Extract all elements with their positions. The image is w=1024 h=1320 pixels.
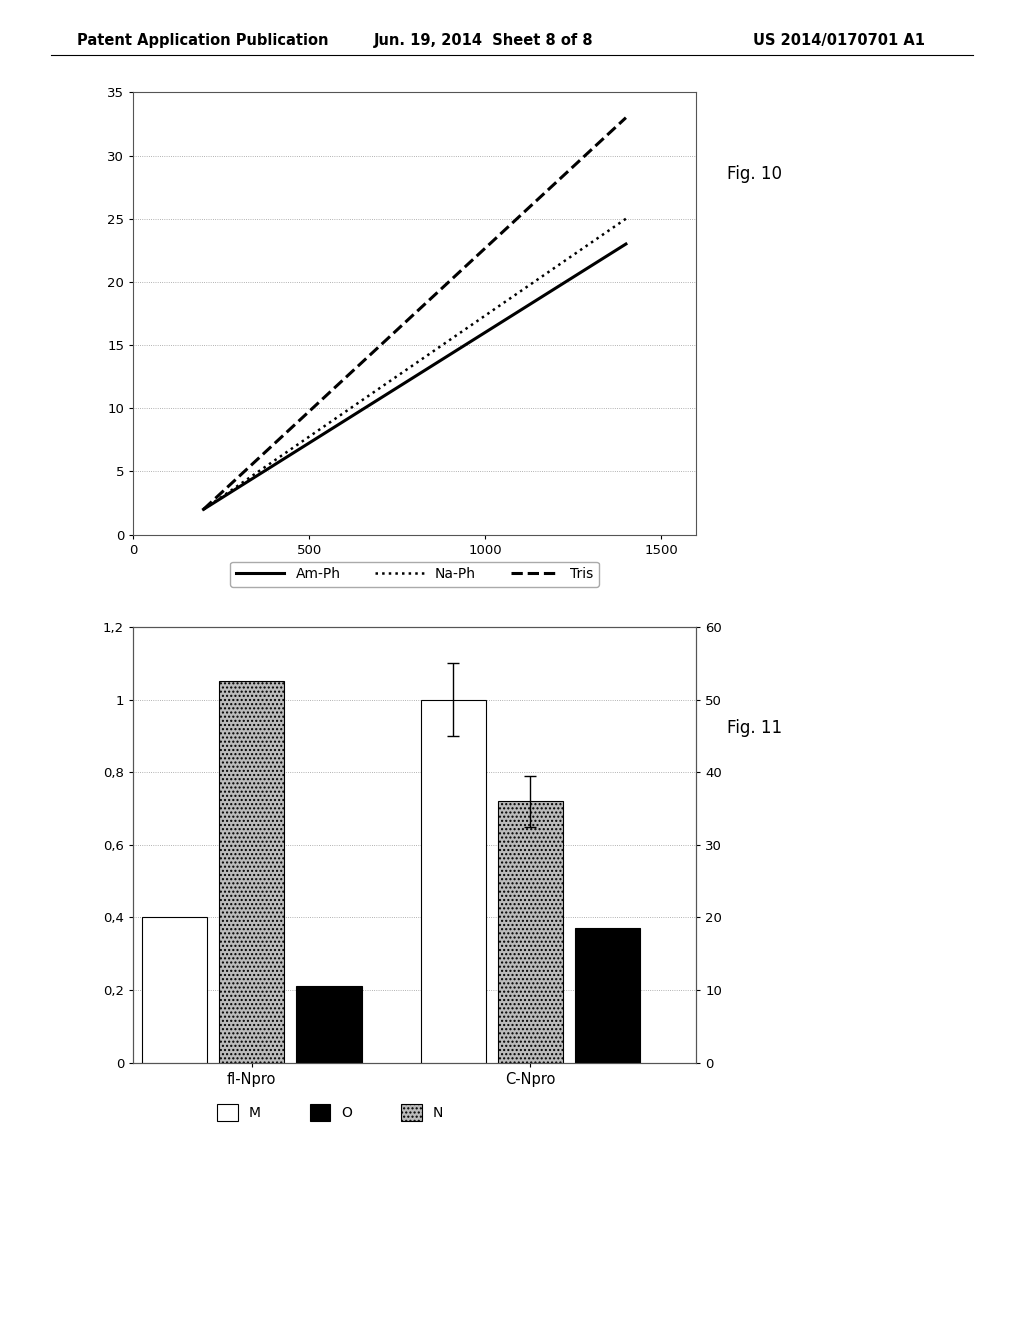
Text: US 2014/0170701 A1: US 2014/0170701 A1: [753, 33, 925, 48]
Bar: [219, 681, 285, 1063]
Bar: [296, 986, 361, 1063]
Bar: [574, 928, 640, 1063]
Bar: [498, 801, 563, 1063]
Bar: [142, 917, 208, 1063]
Legend: M, O, N: M, O, N: [212, 1098, 449, 1126]
Legend: Am-Ph, Na-Ph, Tris: Am-Ph, Na-Ph, Tris: [230, 561, 599, 587]
Text: Fig. 10: Fig. 10: [727, 165, 782, 183]
Bar: [421, 700, 486, 1063]
Text: Jun. 19, 2014  Sheet 8 of 8: Jun. 19, 2014 Sheet 8 of 8: [374, 33, 593, 48]
Text: Fig. 11: Fig. 11: [727, 719, 782, 738]
Text: Patent Application Publication: Patent Application Publication: [77, 33, 329, 48]
